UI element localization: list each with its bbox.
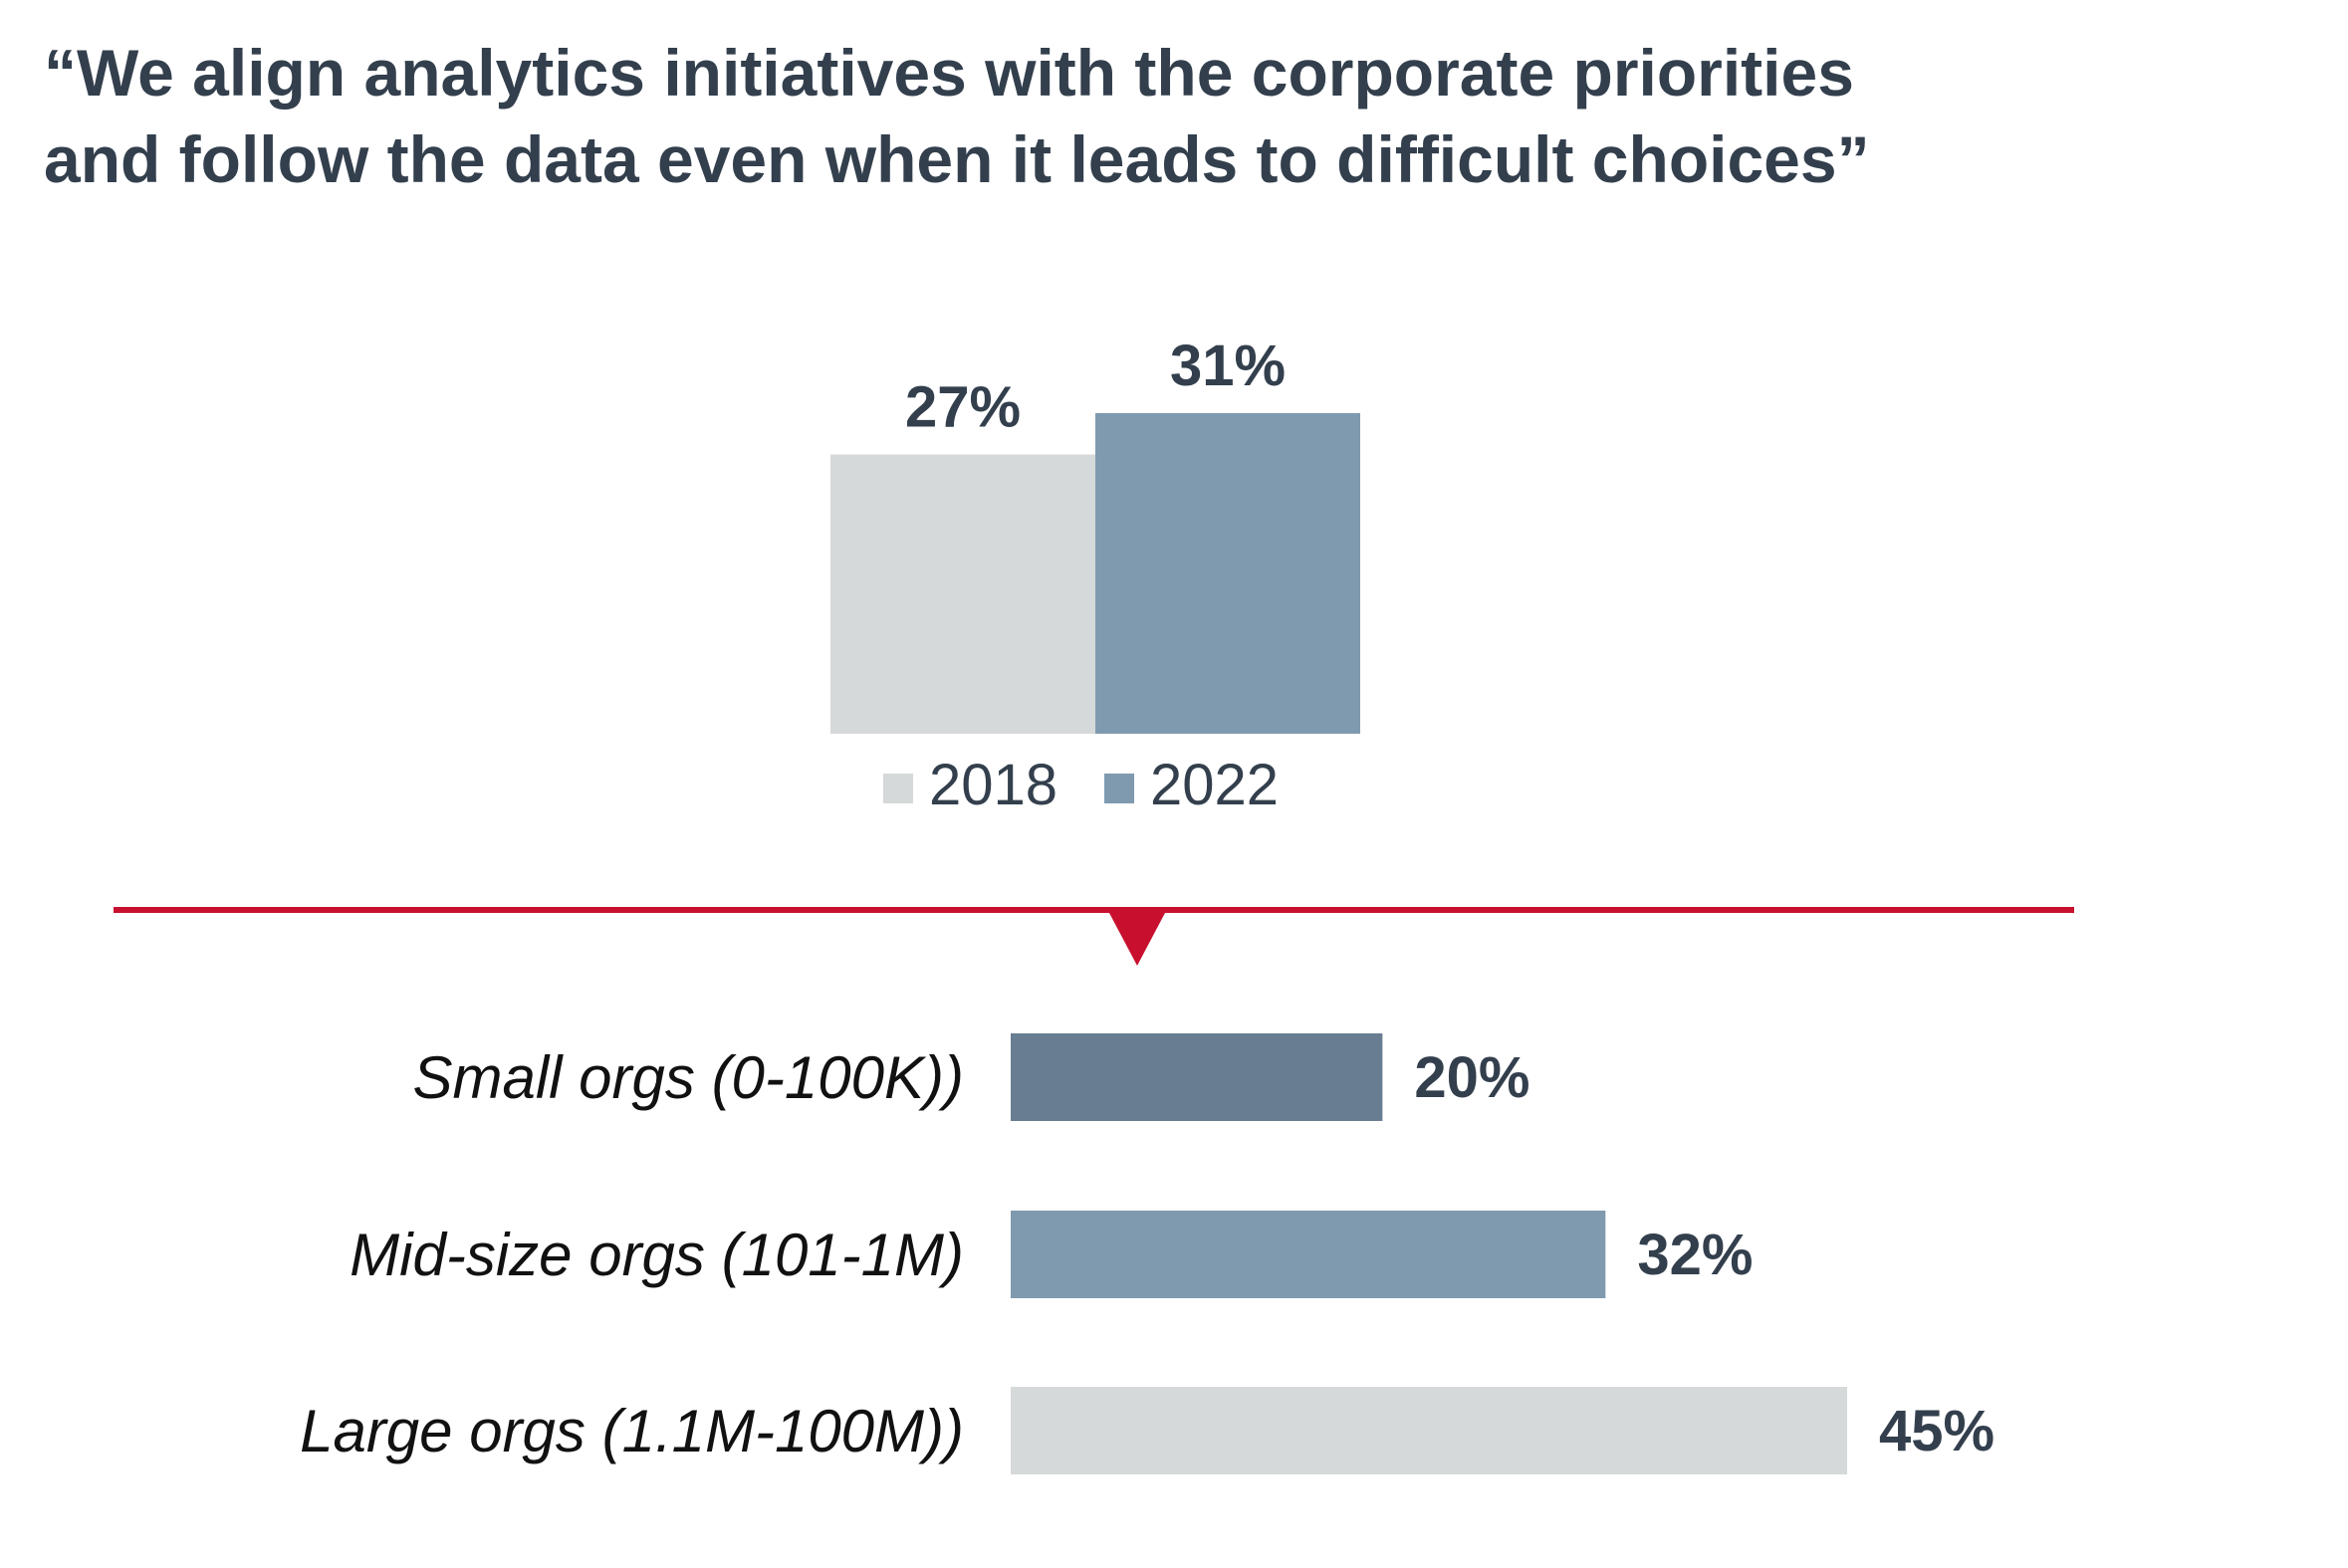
chart-title: “We align analytics initiatives with the… [44,30,2284,203]
bar-2022 [1095,413,1360,734]
value-label-2018: 27% [905,375,1021,440]
chart-title-line-2: and follow the data even when it leads t… [44,122,1870,196]
value-label-small-orgs-0-100k: 20% [1414,1045,1529,1110]
divider [114,907,2074,966]
divider-pointer-icon [1109,913,1165,966]
legend-swatch-2022 [1104,774,1134,803]
bar-mid-size-orgs-101-1m [1011,1211,1606,1298]
bar-large-orgs-1-1m-100m [1011,1387,1847,1474]
bar-small-orgs-0-100k [1011,1033,1383,1121]
legend: 2018 2022 [883,753,1279,817]
value-label-large-orgs-1-1m-100m: 45% [1879,1399,1995,1463]
bar-2018 [830,454,1095,734]
year-comparison-chart: 27% 31% 2018 2022 [830,334,1360,817]
category-label-small-orgs-0-100k: Small orgs (0-100K)) [412,1044,964,1111]
org-size-chart: Small orgs (0-100K)) 20% Mid-size orgs (10… [300,1033,1995,1474]
value-label-2022: 31% [1170,334,1286,398]
legend-label-2022: 2022 [1150,753,1279,817]
legend-swatch-2018 [883,774,913,803]
legend-label-2018: 2018 [929,753,1057,817]
chart-title-line-1: “We align analytics initiatives with the… [44,36,1854,110]
value-label-mid-size-orgs-101-1m: 32% [1637,1223,1753,1287]
category-label-mid-size-orgs-101-1m: Mid-size orgs (101-1M) [350,1222,964,1288]
category-label-large-orgs-1-1m-100m: Large orgs (1.1M-100M)) [300,1398,964,1464]
